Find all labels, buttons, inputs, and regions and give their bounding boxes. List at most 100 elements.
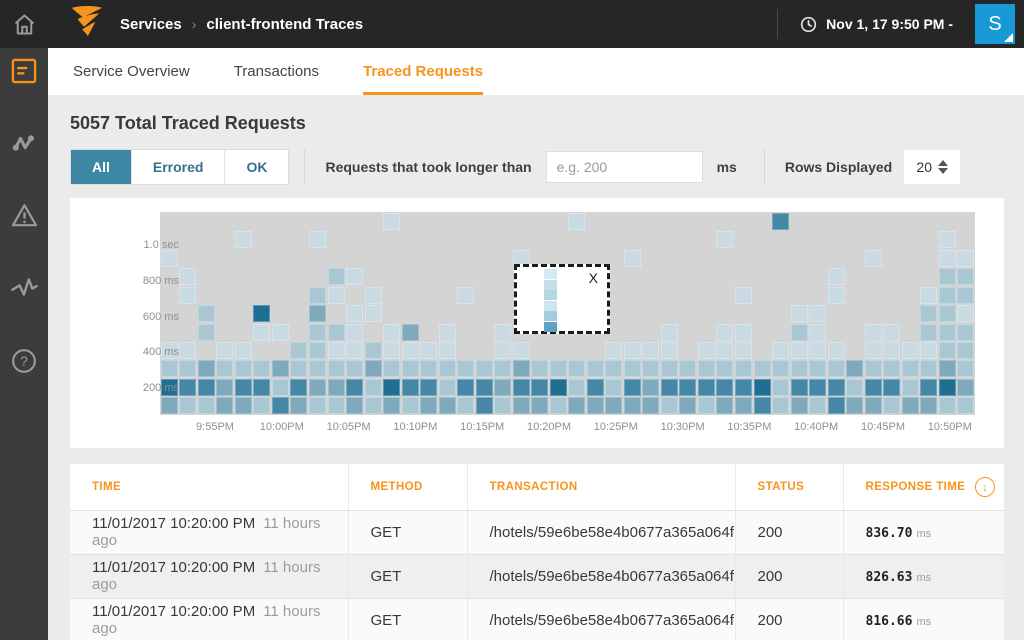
heatmap-cell — [346, 305, 364, 323]
cell-response-time: 836.70 ms — [843, 509, 1004, 554]
filter-all-button[interactable]: All — [71, 150, 132, 184]
heatmap-cell — [531, 360, 549, 378]
heatmap-cell — [568, 397, 586, 415]
heatmap-cell — [457, 378, 475, 396]
heatmap-cell — [623, 360, 641, 378]
heatmap-cell — [753, 378, 771, 396]
heatmap-cell — [197, 397, 215, 415]
tab-traced-requests[interactable]: Traced Requests — [363, 48, 484, 95]
heatmap-plot[interactable]: X — [160, 212, 975, 415]
traces-icon — [11, 58, 37, 84]
heatmap-cell — [957, 268, 975, 286]
heatmap-cell — [197, 378, 215, 396]
heatmap-cell — [790, 397, 808, 415]
sidebar-item-home[interactable] — [0, 0, 48, 48]
heatmap-cell — [883, 378, 901, 396]
left-sidebar: ? — [0, 48, 48, 640]
column-header-method[interactable]: METHOD — [348, 464, 468, 510]
sidebar-item-activity[interactable] — [10, 274, 39, 303]
rows-displayed-stepper[interactable]: 20 — [904, 150, 961, 184]
table-row[interactable]: 11/01/2017 10:20:00 PM 11 hours ago GET/ho… — [70, 553, 1004, 598]
user-avatar[interactable]: S — [975, 4, 1015, 44]
column-header-response-time[interactable]: RESPONSE TIME ↓ — [843, 464, 1004, 510]
heatmap-cell — [957, 397, 975, 415]
heatmap-cell — [623, 341, 641, 359]
heatmap-cell — [623, 378, 641, 396]
solarwinds-logo[interactable] — [66, 5, 104, 44]
stepper-arrows-icon[interactable] — [937, 160, 948, 174]
heatmap-cell — [790, 360, 808, 378]
tab-service-overview[interactable]: Service Overview — [73, 63, 190, 80]
alert-triangle-icon — [11, 204, 37, 227]
heatmap-cell — [772, 378, 790, 396]
sidebar-item-alerts[interactable] — [10, 201, 39, 230]
time-range-picker[interactable]: Nov 1, 17 9:50 PM - — [826, 16, 953, 32]
heatmap-cell — [586, 378, 604, 396]
latency-threshold-input[interactable] — [545, 151, 703, 183]
heatmap-cell — [438, 378, 456, 396]
column-header-transaction[interactable]: TRANSACTION — [467, 464, 736, 510]
svg-text:?: ? — [20, 353, 28, 369]
sort-header-wrap: RESPONSE TIME ↓ — [866, 476, 996, 497]
column-header-status[interactable]: STATUS — [735, 464, 844, 510]
heatmap-cell — [568, 360, 586, 378]
selection-close-icon[interactable]: X — [588, 270, 598, 286]
heatmap-cell — [920, 360, 938, 378]
home-icon — [14, 13, 34, 35]
heatmap-cell — [531, 378, 549, 396]
heatmap-cell — [901, 341, 919, 359]
x-axis-tick-label: 10:05PM — [326, 421, 371, 433]
heatmap-cell — [308, 341, 326, 359]
trace-relative-time: 11 hours ago — [92, 515, 321, 549]
table-row[interactable]: 11/01/2017 10:20:00 PM 11 hours ago GET/ho… — [70, 509, 1004, 554]
heatmap-cell — [809, 305, 827, 323]
heatmap-cell — [679, 378, 697, 396]
heatmap-cell — [327, 323, 345, 341]
sidebar-item-help[interactable]: ? — [10, 347, 38, 375]
selection-cell — [544, 290, 557, 300]
y-axis-tick-label: 200 ms — [142, 382, 179, 395]
heatmap-cell — [809, 397, 827, 415]
heatmap-cell — [216, 360, 234, 378]
sidebar-item-service-map[interactable] — [10, 129, 38, 157]
selection-cell — [544, 300, 557, 311]
heatmap-cell — [549, 378, 567, 396]
cell-transaction: /hotels/59e6be58e4b0677a365a064f — [467, 597, 736, 640]
heatmap-cell — [809, 323, 827, 341]
latency-unit-label: ms — [716, 159, 737, 175]
heatmap-cell — [401, 397, 419, 415]
heatmap-cell — [234, 397, 252, 415]
heatmap-cell — [642, 378, 660, 396]
breadcrumb-root[interactable]: Services — [120, 15, 182, 33]
sidebar-item-traces[interactable] — [10, 57, 38, 85]
filter-errored-button[interactable]: Errored — [131, 150, 226, 184]
heatmap-cell — [179, 286, 197, 304]
tab-transactions[interactable]: Transactions — [233, 63, 320, 80]
heatmap-cell — [253, 305, 271, 323]
heatmap-cell — [957, 286, 975, 304]
response-time-unit: ms — [916, 527, 932, 540]
column-header-time[interactable]: TIME — [70, 464, 349, 510]
heatmap-cell — [308, 360, 326, 378]
heatmap-cell — [364, 360, 382, 378]
table-row[interactable]: 11/01/2017 10:20:00 PM 11 hours ago GET/ho… — [70, 597, 1004, 640]
heatmap-cell — [216, 397, 234, 415]
heatmap-cell — [809, 378, 827, 396]
y-axis-tick-label: 600 ms — [142, 310, 179, 323]
heatmap-cell — [957, 249, 975, 267]
heatmap-cell — [790, 341, 808, 359]
heatmap-cell — [512, 249, 530, 267]
heatmap-cell — [364, 378, 382, 396]
sort-descending-icon[interactable]: ↓ — [975, 476, 996, 497]
heatmap-cell — [735, 360, 752, 378]
heatmap-cell — [234, 231, 252, 249]
trace-relative-time: 11 hours ago — [92, 559, 321, 593]
trace-relative-time: 11 hours ago — [92, 603, 321, 638]
cell-transaction: /hotels/59e6be58e4b0677a365a064f — [467, 553, 736, 598]
filter-ok-button[interactable]: OK — [225, 150, 289, 184]
response-time-unit: ms — [916, 571, 932, 584]
heatmap-cell — [716, 397, 734, 415]
heatmap-selection-box[interactable]: X — [514, 264, 610, 334]
heatmap-cell — [383, 341, 401, 359]
cell-method: GET — [348, 597, 468, 640]
